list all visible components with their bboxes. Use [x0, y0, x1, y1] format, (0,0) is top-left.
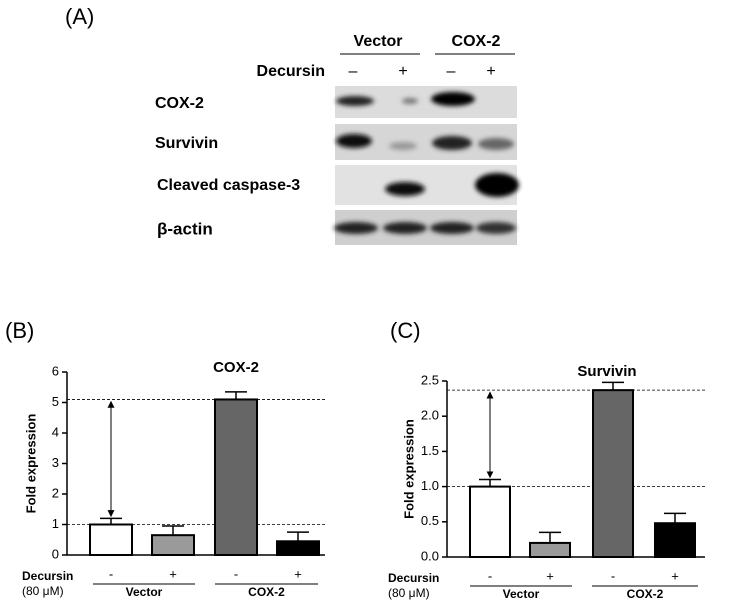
- y-tick-label: 0.0: [421, 548, 439, 563]
- x-tick-label: +: [169, 566, 177, 581]
- treatment-label: Decursin: [388, 571, 439, 585]
- bar: [89, 523, 133, 556]
- bar: [592, 389, 634, 559]
- sign: –: [349, 63, 358, 80]
- y-tick-label: 1: [52, 516, 59, 531]
- sign: +: [398, 63, 407, 80]
- group-label: COX-2: [627, 587, 664, 601]
- panel-label: (C): [390, 318, 421, 343]
- chart-title: Survivin: [577, 363, 636, 380]
- row-label: COX-2: [155, 95, 204, 112]
- y-tick-label: 2.5: [421, 372, 439, 387]
- group-label: Vector: [354, 33, 403, 50]
- panel-label: (B): [5, 318, 34, 343]
- x-tick-label: +: [294, 566, 302, 581]
- bar: [654, 522, 696, 559]
- y-tick-label: 5: [52, 394, 59, 409]
- bar: [151, 534, 195, 556]
- y-tick-label: 2.0: [421, 408, 439, 423]
- panel-label: (A): [65, 4, 94, 29]
- x-tick-label: -: [611, 568, 615, 583]
- y-tick-label: 3: [52, 455, 59, 470]
- group-label: COX-2: [248, 585, 285, 599]
- treatment-label: Decursin: [257, 63, 325, 80]
- y-tick-label: 0: [52, 546, 59, 561]
- group-label: Vector: [503, 587, 540, 601]
- x-tick-label: +: [546, 568, 554, 583]
- y-axis-label: Fold expression: [401, 419, 416, 519]
- treatment-label: Decursin: [22, 569, 73, 583]
- y-tick-label: 1.0: [421, 478, 439, 493]
- y-axis-label: Fold expression: [23, 414, 38, 514]
- bar: [529, 541, 571, 558]
- row-label: Survivin: [155, 135, 218, 152]
- blot: [334, 86, 519, 245]
- y-tick-label: 0.5: [421, 513, 439, 528]
- bar: [214, 398, 258, 557]
- y-tick-label: 4: [52, 424, 59, 439]
- row-label: β-actin: [157, 219, 213, 238]
- x-tick-label: +: [671, 568, 679, 583]
- group-label: COX-2: [452, 33, 501, 50]
- y-tick-label: 6: [52, 363, 59, 378]
- sign: –: [447, 63, 456, 80]
- bar: [469, 485, 511, 559]
- sign: +: [486, 63, 495, 80]
- chart-title: COX-2: [213, 359, 259, 376]
- x-tick-label: -: [234, 566, 238, 581]
- treatment-unit: (80 μM): [22, 584, 64, 598]
- x-tick-label: -: [109, 566, 113, 581]
- group-label: Vector: [126, 585, 163, 599]
- bar: [276, 540, 320, 557]
- treatment-unit: (80 μM): [388, 586, 430, 600]
- row-label: Cleaved caspase-3: [157, 177, 300, 194]
- x-tick-label: -: [488, 568, 492, 583]
- y-tick-label: 2: [52, 485, 59, 500]
- y-tick-label: 1.5: [421, 443, 439, 458]
